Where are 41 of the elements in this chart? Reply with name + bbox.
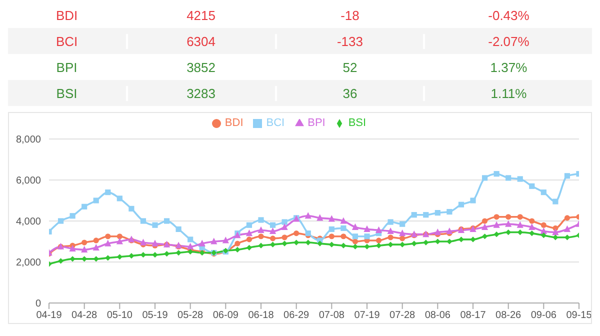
- category-label: BCI: [54, 34, 79, 48]
- x-tick-label: 09-06: [530, 310, 557, 322]
- text: 4215: [186, 8, 216, 22]
- category-label: BPI: [55, 60, 78, 74]
- x-tick-label: 07-08: [318, 310, 345, 322]
- x-tick-label: 08-26: [496, 310, 522, 322]
- text: 3852: [186, 60, 216, 74]
- x-tick-label: 06-18: [248, 310, 274, 322]
- category-label: BSI: [55, 86, 78, 100]
- text: 6304: [186, 34, 216, 48]
- x-tick-label: 09-15: [566, 310, 592, 322]
- y-tick-label: 6,000: [16, 176, 42, 187]
- y-tick-label: 0: [35, 298, 42, 310]
- x-tick-label: 06-09: [212, 310, 239, 322]
- category-label: BDI: [54, 8, 79, 22]
- text: -0.43%: [488, 8, 530, 22]
- text: 52: [342, 60, 358, 74]
- legend-label: BSI: [348, 117, 366, 129]
- text: 1.37%: [490, 60, 528, 74]
- x-tick-label: 08-17: [460, 310, 486, 322]
- text: 36: [342, 86, 358, 100]
- y-tick-label: 2,000: [16, 258, 42, 269]
- legend-label: BPI: [308, 117, 326, 129]
- text: -2.07%: [488, 34, 530, 48]
- x-tick-label: 08-06: [424, 310, 451, 322]
- text: 1.11%: [490, 86, 527, 100]
- legend-label: BDI: [224, 117, 244, 129]
- text: 3283: [186, 86, 216, 100]
- legend-label: BCI: [266, 117, 285, 129]
- x-tick-label: 07-28: [390, 310, 416, 322]
- x-tick-label: 04-19: [36, 310, 62, 322]
- x-tick-label: 05-28: [178, 310, 204, 322]
- y-tick-label: 4,000: [16, 216, 42, 228]
- x-tick-label: 05-10: [106, 310, 133, 322]
- text: -18: [340, 8, 360, 22]
- y-tick-label: 8,000: [16, 134, 42, 146]
- x-tick-label: 06-29: [284, 310, 310, 322]
- x-tick-label: 07-19: [354, 310, 380, 322]
- x-tick-label: 04-28: [72, 310, 98, 322]
- x-tick-label: 05-19: [142, 310, 168, 322]
- text: -133: [336, 34, 363, 48]
